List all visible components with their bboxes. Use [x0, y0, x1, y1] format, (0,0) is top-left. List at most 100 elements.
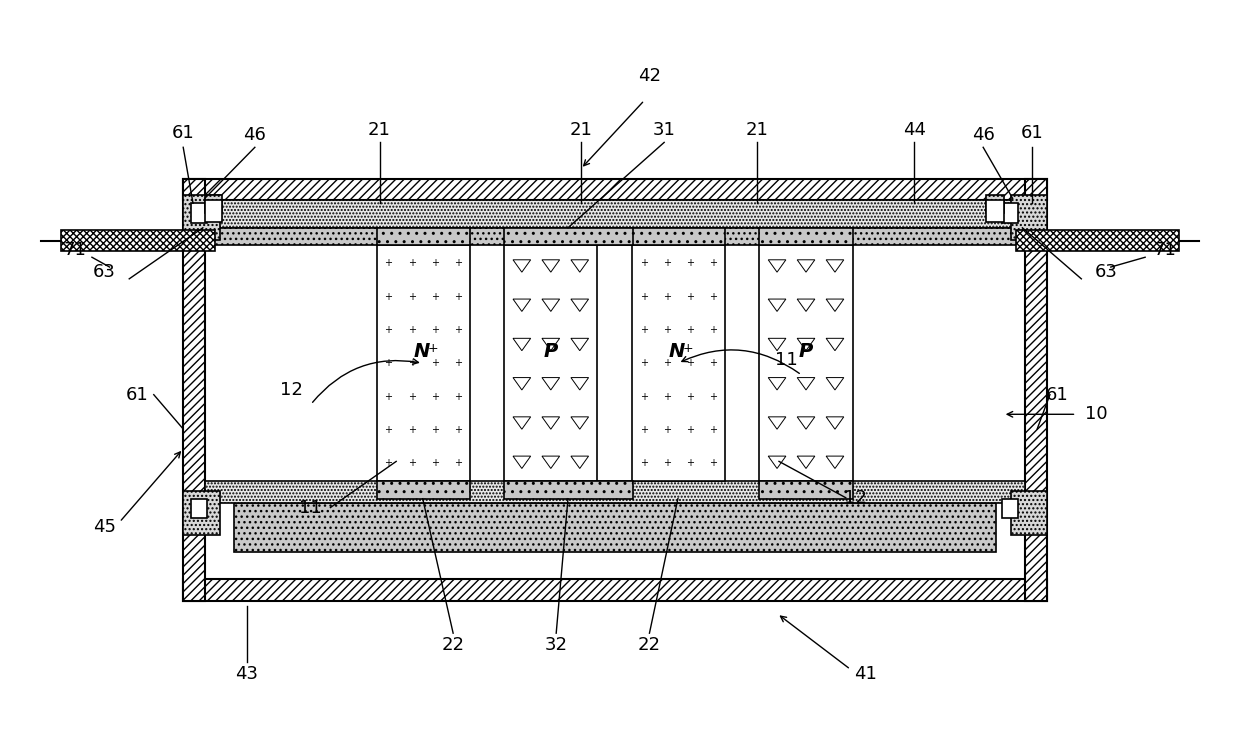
Text: +: + [709, 291, 717, 301]
Bar [505, 245, 598, 481]
Text: N: N [413, 342, 429, 361]
Bar [191, 498, 207, 518]
Text: 63: 63 [93, 263, 117, 281]
Text: +: + [709, 425, 717, 435]
Text: 61: 61 [1021, 123, 1044, 142]
Text: 12: 12 [844, 489, 867, 507]
Polygon shape [797, 299, 815, 312]
Polygon shape [769, 338, 786, 351]
Text: 11: 11 [299, 498, 322, 517]
Text: +: + [686, 425, 694, 435]
Text: 10: 10 [1085, 405, 1107, 423]
Text: +: + [709, 392, 717, 401]
Bar [377, 481, 470, 498]
Bar [205, 200, 1025, 228]
Bar [205, 481, 1025, 503]
Bar [234, 503, 996, 552]
Polygon shape [826, 299, 843, 312]
Text: 61: 61 [1045, 386, 1068, 404]
Bar [1011, 491, 1047, 535]
Text: +: + [384, 291, 392, 301]
Polygon shape [769, 260, 786, 272]
Text: +: + [686, 459, 694, 468]
Polygon shape [513, 456, 531, 468]
Bar [1016, 230, 1179, 252]
Polygon shape [769, 417, 786, 429]
Text: P: P [543, 342, 558, 361]
Text: 21: 21 [569, 120, 593, 139]
Bar [986, 200, 1004, 222]
Text: +: + [430, 459, 439, 468]
Polygon shape [542, 338, 559, 351]
Text: +: + [663, 258, 671, 268]
Bar [377, 228, 470, 245]
Bar [377, 245, 470, 481]
Text: +: + [384, 325, 392, 335]
Bar [505, 228, 632, 245]
Text: +: + [640, 258, 647, 268]
Text: 43: 43 [236, 666, 258, 684]
Text: +: + [640, 425, 647, 435]
Polygon shape [769, 299, 786, 312]
Text: +: + [663, 325, 671, 335]
Polygon shape [542, 299, 559, 312]
Text: +: + [408, 258, 415, 268]
Text: 61: 61 [172, 123, 195, 142]
Bar [191, 203, 207, 223]
Bar [1025, 178, 1047, 601]
Bar [205, 228, 1025, 245]
Bar [184, 178, 205, 601]
Text: +: + [686, 325, 694, 335]
Text: 32: 32 [544, 636, 568, 654]
Text: +: + [408, 425, 415, 435]
Bar [205, 200, 1025, 579]
Polygon shape [797, 377, 815, 390]
Polygon shape [797, 260, 815, 272]
Polygon shape [769, 456, 786, 468]
Polygon shape [570, 260, 589, 272]
Text: +: + [663, 291, 671, 301]
Text: 22: 22 [637, 636, 661, 654]
Text: +: + [663, 425, 671, 435]
Text: +: + [454, 258, 463, 268]
Polygon shape [826, 417, 843, 429]
Polygon shape [570, 417, 589, 429]
Bar [205, 200, 222, 222]
Text: +: + [709, 459, 717, 468]
Bar [631, 228, 725, 245]
Text: 21: 21 [368, 120, 391, 139]
Text: 11: 11 [775, 352, 799, 369]
Text: +: + [709, 325, 717, 335]
Polygon shape [570, 456, 589, 468]
Text: 41: 41 [854, 666, 877, 684]
Text: +: + [640, 459, 647, 468]
Text: +: + [640, 358, 647, 368]
Polygon shape [513, 417, 531, 429]
Text: +: + [709, 358, 717, 368]
Text: +: + [428, 342, 439, 355]
Text: 71: 71 [63, 242, 87, 259]
Text: +: + [640, 325, 647, 335]
Text: +: + [384, 392, 392, 401]
Bar [184, 178, 1047, 200]
Bar [184, 579, 1047, 601]
Text: +: + [408, 291, 415, 301]
Bar [1002, 498, 1018, 518]
Text: +: + [454, 425, 463, 435]
Text: +: + [454, 325, 463, 335]
Text: +: + [663, 392, 671, 401]
Bar [184, 491, 219, 535]
Text: +: + [686, 358, 694, 368]
Text: 45: 45 [93, 518, 117, 536]
Text: 42: 42 [637, 67, 661, 84]
Text: +: + [384, 425, 392, 435]
Text: +: + [454, 459, 463, 468]
Text: 31: 31 [652, 120, 676, 139]
Text: +: + [384, 459, 392, 468]
Text: 61: 61 [125, 386, 149, 404]
Polygon shape [570, 377, 589, 390]
Text: 71: 71 [1153, 242, 1177, 259]
Text: +: + [640, 392, 647, 401]
Text: 12: 12 [280, 381, 303, 399]
Polygon shape [797, 456, 815, 468]
